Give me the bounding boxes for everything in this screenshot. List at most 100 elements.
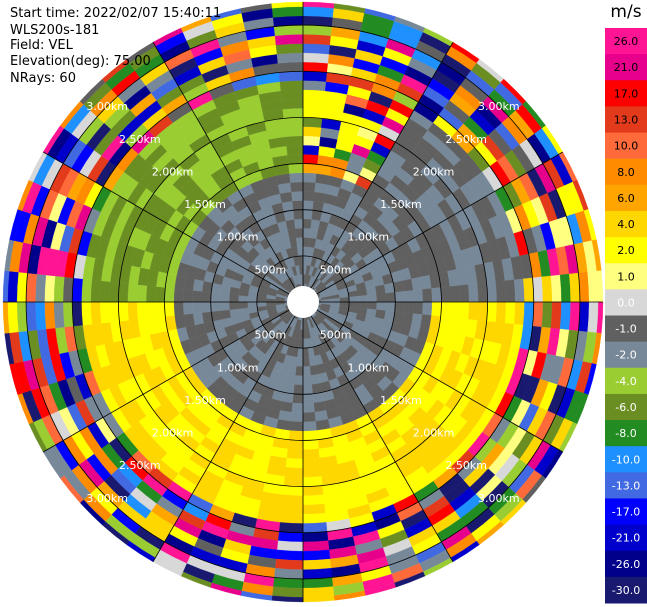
radar-gate-cell	[513, 278, 525, 303]
colorbar-tick-label: -10.0	[612, 453, 640, 466]
colorbar-tick-label: -4.0	[615, 375, 636, 388]
radar-gate-cell	[273, 24, 304, 36]
colorbar-swatch	[605, 315, 647, 343]
radar-gate-cell	[286, 448, 304, 460]
radar-gate-cell	[302, 356, 310, 367]
radar-gate-cell	[302, 421, 317, 432]
colorbar-swatch	[605, 132, 647, 160]
radar-gate-cell	[274, 34, 304, 46]
radar-gate-cell	[513, 301, 525, 326]
colorbar-tick-label: 21.0	[614, 61, 639, 74]
radar-gate-cell	[295, 366, 304, 377]
colorbar-tick-label: -2.0	[615, 349, 636, 362]
range-ring-label: 2.50km	[445, 133, 487, 146]
radar-gate-cell	[550, 274, 562, 303]
radar-gate-cell	[302, 522, 328, 533]
radar-gate-cell	[302, 6, 335, 18]
radar-gate-cell	[302, 43, 331, 55]
radar-gate-cell	[302, 89, 326, 101]
colorbar-swatch	[605, 237, 647, 264]
radar-gate-cell	[53, 275, 65, 303]
radar-gate-cell	[118, 301, 129, 322]
radar-gate-cell	[164, 301, 175, 317]
radar-gate-cell	[192, 301, 203, 314]
radar-gate-cell	[287, 154, 304, 165]
colorbar-tick-label: 26.0	[614, 35, 639, 48]
radar-gate-cell	[228, 301, 239, 310]
radar-gate-cell	[280, 503, 304, 515]
radar-gate-cell	[289, 421, 304, 432]
radar-gate-cell	[302, 200, 314, 211]
radar-gate-cell	[504, 279, 516, 303]
radar-gate-cell	[201, 291, 212, 303]
radar-gate-cell	[541, 275, 553, 303]
azimuth-spoke	[316, 151, 564, 295]
radar-gate-cell	[385, 292, 396, 303]
colorbar-swatch	[605, 289, 647, 316]
radar-gate-cell	[302, 540, 330, 552]
radar-gate-cell	[145, 285, 157, 303]
radar-gate-cell	[276, 52, 304, 64]
elevation-label: Elevation(deg): 75.00	[10, 54, 151, 69]
radar-gate-cell	[53, 301, 65, 329]
radar-gate-cell	[99, 280, 111, 303]
radar-gate-cell	[35, 301, 47, 331]
radar-gate-cell	[402, 278, 414, 292]
radar-gate-cell	[523, 301, 534, 327]
radar-gate-cell	[477, 301, 488, 322]
radar-gate-cell	[302, 126, 322, 137]
radar-gate-cell	[291, 191, 304, 202]
radar-gate-cell	[302, 384, 313, 395]
radar-gate-cell	[403, 301, 414, 314]
radar-gate-cell	[302, 512, 327, 524]
radar-gate-cell	[458, 301, 470, 320]
radar-gate-cell	[357, 295, 368, 303]
radar-gate-cell	[219, 301, 230, 311]
radar-gate-cell	[294, 375, 304, 386]
radar-gate-cell	[7, 270, 19, 303]
center-blank	[287, 286, 319, 318]
radar-gate-cell	[275, 43, 304, 55]
radar-gate-cell	[302, 494, 325, 506]
radar-gate-cell	[155, 286, 166, 303]
radar-gate-cell	[275, 549, 304, 561]
radar-gate-cell	[587, 301, 599, 334]
radar-gate-cell	[289, 172, 304, 183]
radar-gate-cell	[302, 485, 324, 497]
radar-gate-cell	[136, 284, 148, 303]
radar-gate-cell	[550, 301, 562, 330]
radar-gate-cell	[357, 301, 368, 309]
radar-gate-cell	[394, 301, 405, 313]
radar-gate-cell	[477, 282, 488, 303]
range-ring-label: 2.00km	[413, 427, 455, 440]
range-ring-label: 3.00km	[478, 100, 520, 113]
colorbar-swatch	[605, 550, 647, 578]
radar-gate-cell	[283, 117, 304, 128]
range-ring-label: 500m	[320, 329, 352, 342]
range-ring-label: 1.00km	[348, 231, 390, 244]
radar-gate-cell	[99, 301, 111, 324]
radar-gate-cell	[279, 80, 304, 92]
radar-gate-cell	[587, 270, 599, 303]
radar-gate-cell	[302, 52, 330, 64]
radar-gate-cell	[293, 384, 304, 395]
range-ring-label: 1.50km	[380, 394, 422, 407]
colorbar-swatch	[605, 158, 647, 186]
radar-gate-cell	[559, 301, 571, 331]
range-ring-label: 2.50km	[119, 459, 161, 472]
colorbar-swatch	[605, 106, 647, 134]
radar-gate-cell	[279, 191, 293, 203]
radar-gate-cell	[302, 107, 324, 119]
radar-gate-cell	[302, 430, 318, 441]
radar-gate-cell	[302, 476, 323, 487]
range-ring-label: 500m	[320, 263, 352, 276]
radar-gate-cell	[273, 568, 304, 580]
radar-gate-cell	[276, 540, 304, 552]
radar-gate-cell	[118, 282, 129, 303]
radar-gate-cell	[412, 301, 424, 315]
radar-gate-cell	[247, 301, 258, 308]
range-ring-label: 2.00km	[413, 166, 455, 179]
range-ring-label: 2.50km	[445, 459, 487, 472]
radar-gate-cell	[164, 287, 175, 303]
radar-gate-cell	[228, 294, 239, 303]
